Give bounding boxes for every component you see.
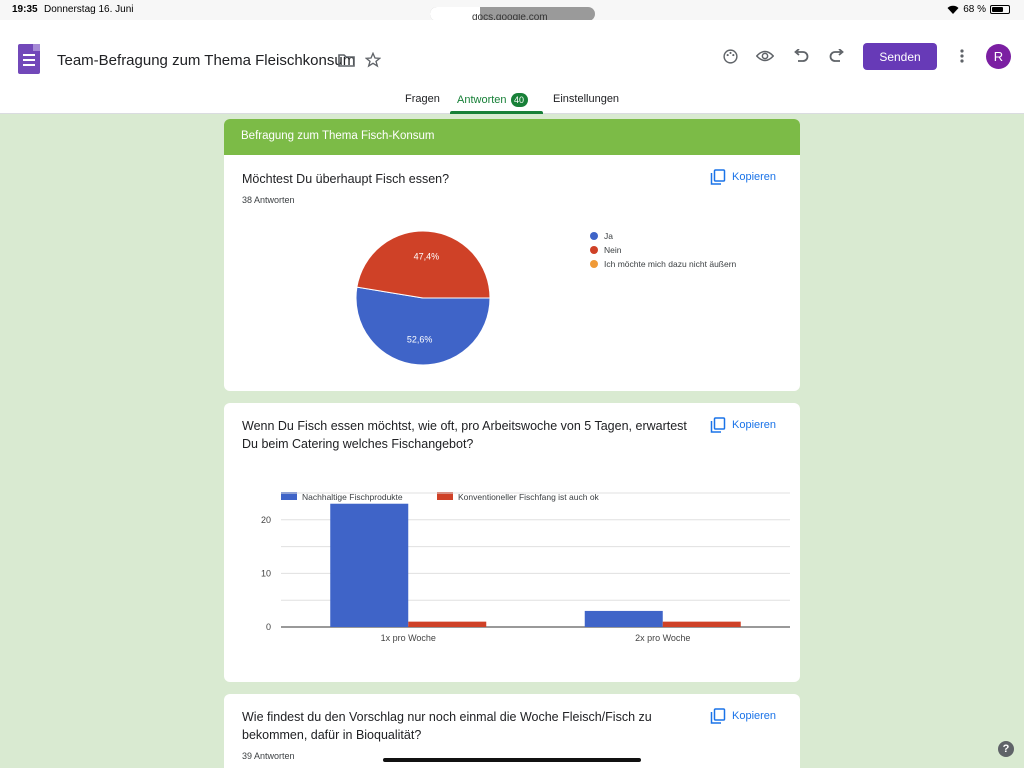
pie-chart: 52,6% 47,4%	[355, 230, 491, 366]
pie-slice	[355, 286, 491, 366]
copy-label: Kopieren	[732, 710, 777, 722]
question-title-line: Wenn Du Fisch essen möchtst, wie oft, pr…	[242, 419, 687, 433]
legend-swatch	[590, 246, 598, 254]
response-card-1: Befragung zum Thema Fisch-Konsum Möchtes…	[224, 119, 800, 391]
response-card-3: Wie findest du den Vorschlag nur noch ei…	[224, 694, 800, 768]
question-title: Wie findest du den Vorschlag nur noch ei…	[242, 708, 652, 744]
x-tick-label: 1x pro Woche	[381, 633, 436, 643]
battery-percent: 68 %	[963, 4, 986, 15]
legend-swatch	[437, 492, 453, 500]
bar	[584, 610, 663, 627]
responses-count-badge: 40	[510, 93, 528, 107]
eye-icon[interactable]	[754, 45, 776, 67]
x-tick-label: 2x pro Woche	[635, 633, 690, 643]
legend-swatch	[281, 492, 297, 500]
tab-questions[interactable]: Fragen	[405, 93, 440, 105]
legend-item: Ja	[590, 231, 613, 241]
copy-label: Kopieren	[732, 171, 777, 183]
copy-icon	[710, 169, 726, 185]
avatar[interactable]: R	[986, 44, 1011, 69]
form-title[interactable]: Team-Befragung zum Thema Fleischkonsum	[57, 52, 356, 69]
copy-label: Kopieren	[732, 419, 777, 431]
legend-item: Ich möchte mich dazu nicht äußern	[590, 259, 736, 269]
legend-swatch	[590, 260, 598, 268]
question-title-line: bekommen, dafür in Bioqualität?	[242, 728, 422, 742]
palette-icon[interactable]	[719, 45, 741, 67]
copy-button[interactable]: Kopieren	[710, 708, 776, 724]
url-pill[interactable]	[430, 7, 595, 21]
bar	[408, 621, 487, 627]
tab-settings[interactable]: Einstellungen	[553, 93, 620, 105]
status-bar: 19:35 Donnerstag 16. Juni docs.google.co…	[0, 0, 1024, 22]
copy-button[interactable]: Kopieren	[710, 417, 776, 433]
legend-label: Nein	[604, 245, 622, 255]
copy-button[interactable]: Kopieren	[710, 169, 776, 185]
legend-swatch	[590, 232, 598, 240]
url-text[interactable]: docs.google.com	[472, 14, 548, 22]
forms-logo-icon[interactable]	[18, 44, 40, 74]
y-tick-label: 20	[261, 515, 271, 525]
legend-label: Ja	[604, 231, 613, 241]
app-header: Team-Befragung zum Thema Fleischkonsum S…	[0, 20, 1024, 114]
wifi-icon	[947, 5, 959, 14]
question-title: Möchtest Du überhaupt Fisch essen?	[242, 172, 450, 186]
legend-label: Nachhaltige Fischprodukte	[302, 492, 403, 502]
question-title-line: Du beim Catering welches Fischangebot?	[242, 437, 474, 451]
battery-icon	[990, 5, 1010, 14]
copy-icon	[710, 708, 726, 724]
bar-chart: Nachhaltige Fischprodukte Konventioneller…	[261, 492, 790, 643]
redo-icon[interactable]	[826, 45, 848, 67]
send-button[interactable]: Senden	[863, 43, 937, 70]
form-tabs: Fragen Antworten 40 Einstellungen	[0, 90, 1024, 114]
bar	[330, 503, 409, 627]
question-title: Wenn Du Fisch essen möchtst, wie oft, pr…	[242, 417, 687, 453]
tab-active-indicator	[450, 111, 543, 114]
response-card-2: Wenn Du Fisch essen möchtst, wie oft, pr…	[224, 403, 800, 682]
status-date: Donnerstag 16. Juni	[44, 4, 134, 15]
status-right: 68 %	[947, 4, 1010, 15]
y-tick-label: 0	[266, 622, 271, 632]
home-indicator	[383, 758, 641, 762]
folder-icon[interactable]	[335, 49, 357, 71]
legend-label: Konventioneller Fischfang ist auch ok	[458, 492, 600, 502]
section-title: Befragung zum Thema Fisch-Konsum	[224, 119, 800, 155]
undo-icon[interactable]	[790, 45, 812, 67]
pie-data-label: 47,4%	[414, 252, 440, 262]
legend-item: Nein	[590, 245, 621, 255]
legend-label: Ich möchte mich dazu nicht äußern	[604, 259, 737, 269]
tab-responses-label: Antworten	[457, 94, 507, 106]
bar	[662, 621, 741, 627]
pie-slice	[356, 230, 491, 299]
help-icon[interactable]: ?	[998, 741, 1014, 757]
question-title-line: Wie findest du den Vorschlag nur noch ei…	[242, 710, 652, 724]
response-count: 38 Antworten	[242, 195, 295, 205]
pie-data-label: 52,6%	[407, 334, 433, 344]
status-time: 19:35	[12, 4, 38, 15]
y-tick-label: 10	[261, 568, 271, 578]
copy-icon	[710, 417, 726, 433]
star-icon[interactable]	[362, 49, 384, 71]
tab-responses[interactable]: Antworten 40	[457, 93, 528, 107]
response-count: 39 Antworten	[242, 751, 295, 761]
more-vert-icon[interactable]	[951, 45, 973, 67]
